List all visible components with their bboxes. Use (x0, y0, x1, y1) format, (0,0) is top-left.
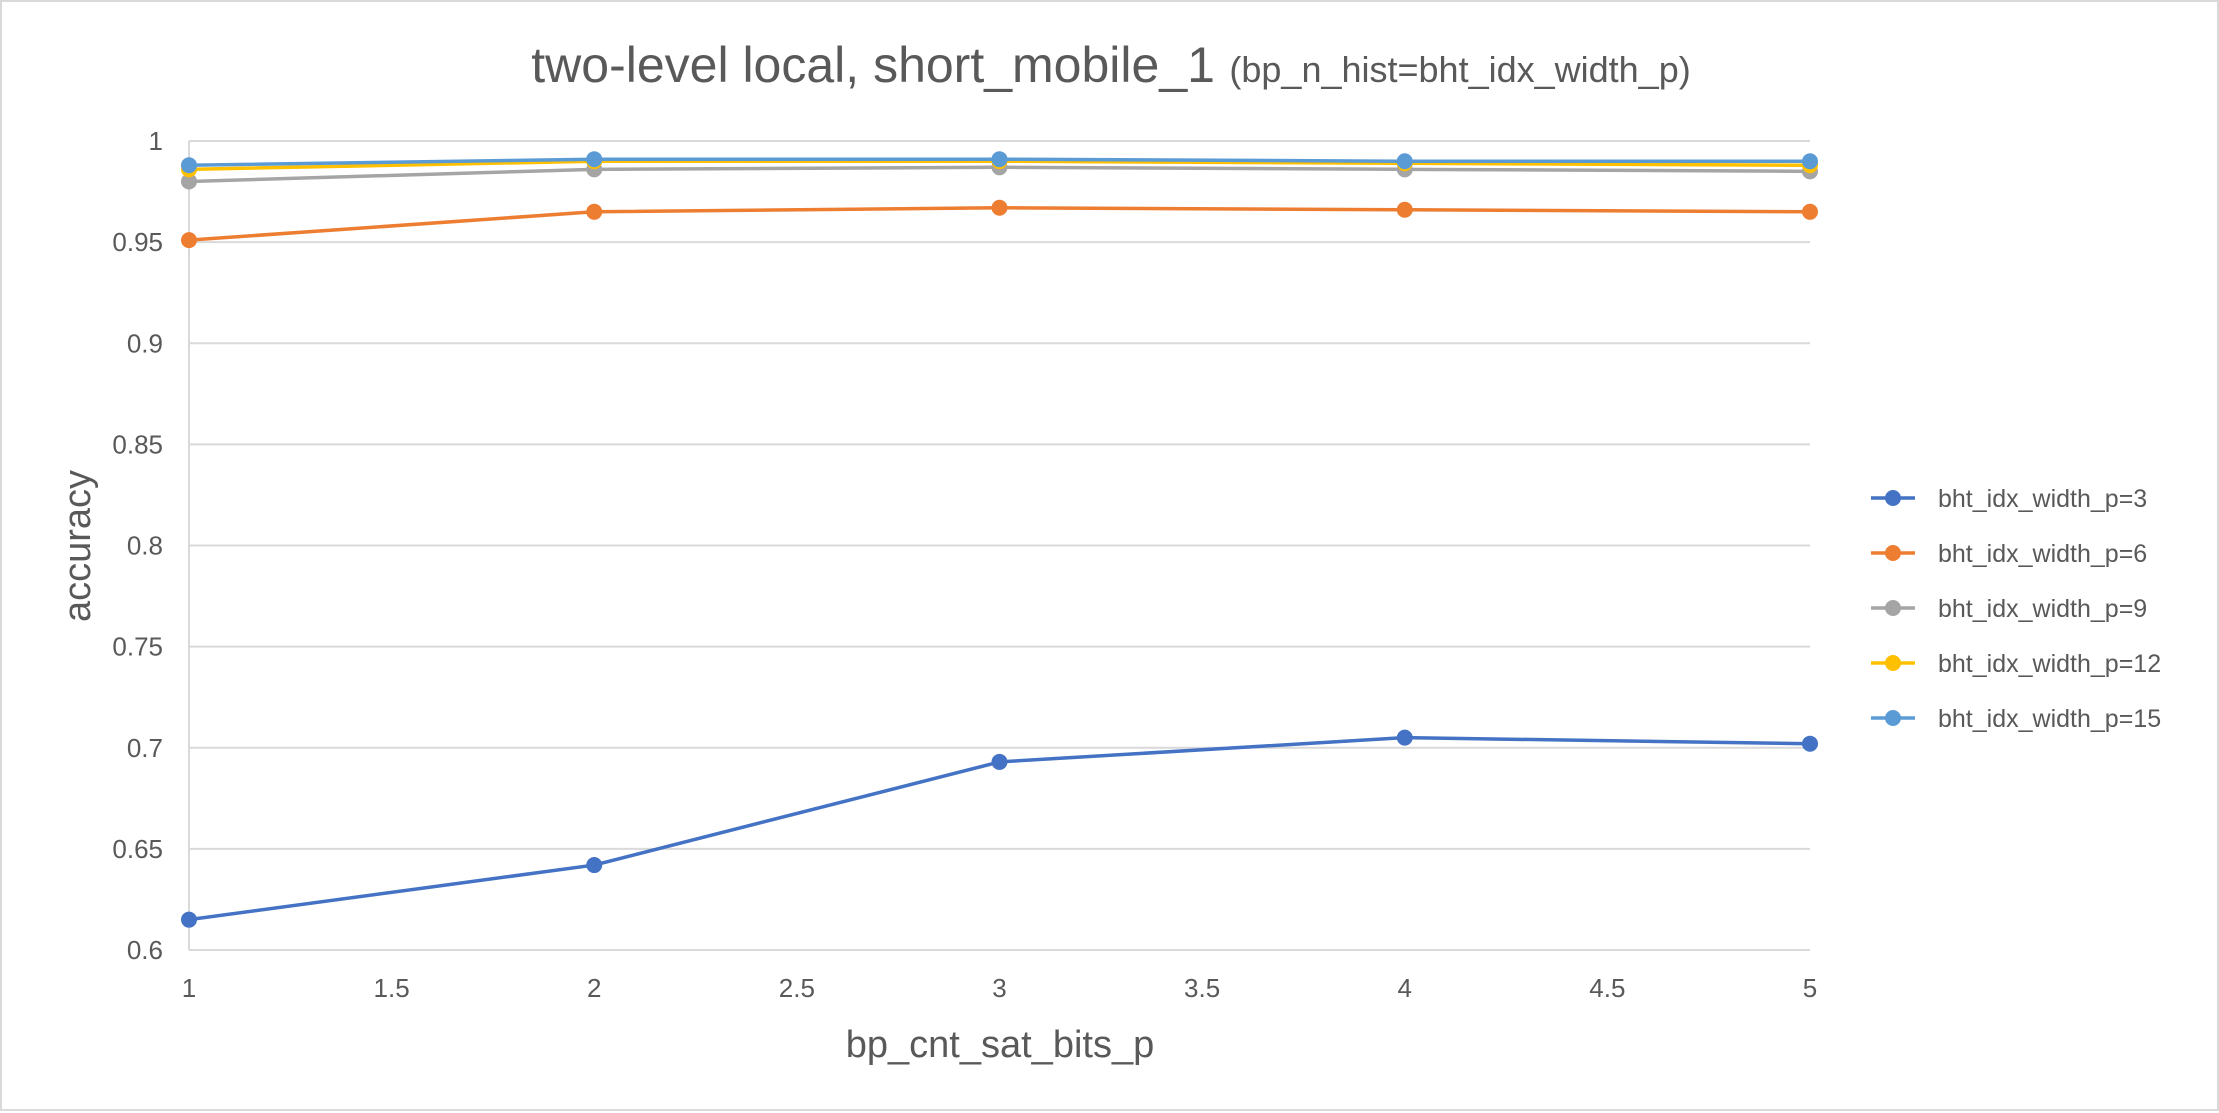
legend-item: bht_idx_width_p=6 (1871, 540, 2147, 568)
data-point (586, 203, 603, 220)
data-point (586, 151, 603, 168)
series-2 (181, 199, 1818, 249)
y-tick-label: 0.95 (112, 227, 163, 257)
chart-title-main: two-level local, short_mobile_1 (531, 37, 1215, 93)
x-axis-ticks: 1 1.5 2 2.5 3 3.5 4 4.5 5 (182, 973, 1817, 1003)
y-axis-ticks: 0.6 0.65 0.7 0.75 0.8 0.85 0.9 0.95 1 (112, 126, 163, 965)
y-tick-label: 0.6 (127, 935, 163, 965)
legend-item: bht_idx_width_p=12 (1871, 650, 2161, 678)
legend-label: bht_idx_width_p=6 (1938, 540, 2147, 568)
legend-label: bht_idx_width_p=12 (1938, 650, 2161, 678)
series-1 (181, 729, 1818, 928)
x-tick-label: 5 (1803, 973, 1817, 1003)
legend-item: bht_idx_width_p=3 (1871, 485, 2147, 513)
data-point (1802, 153, 1818, 170)
data-point (586, 857, 603, 874)
y-tick-label: 0.65 (112, 834, 163, 864)
legend-swatch-marker (1885, 655, 1901, 671)
gridlines (188, 140, 1810, 951)
legend-swatch-marker (1885, 490, 1901, 506)
chart-title: two-level local, short_mobile_1 (bp_n_hi… (531, 37, 1690, 93)
data-point (1802, 203, 1818, 220)
data-point (181, 173, 197, 190)
x-tick-label: 2 (587, 973, 601, 1003)
series-5 (181, 151, 1818, 174)
legend-item: bht_idx_width_p=9 (1871, 595, 2147, 623)
data-point (991, 753, 1008, 770)
series-layer (181, 151, 1818, 928)
y-tick-label: 0.85 (112, 429, 163, 459)
data-point (181, 232, 197, 249)
legend-swatch-marker (1885, 600, 1901, 616)
y-tick-label: 1 (149, 126, 163, 156)
legend: bht_idx_width_p=3 bht_idx_width_p=6 bht_id… (1871, 485, 2161, 733)
data-point (1396, 729, 1413, 746)
data-point (1396, 201, 1413, 218)
x-tick-label: 3.5 (1184, 973, 1220, 1003)
x-tick-label: 1 (182, 973, 196, 1003)
legend-swatch-marker (1885, 545, 1901, 561)
chart-subtitle: (bp_n_hist=bht_idx_width_p) (1229, 49, 1690, 90)
y-tick-label: 0.9 (127, 328, 163, 358)
legend-label: bht_idx_width_p=3 (1938, 485, 2147, 513)
x-tick-label: 2.5 (779, 973, 815, 1003)
x-tick-label: 1.5 (374, 973, 410, 1003)
y-tick-label: 0.8 (127, 531, 163, 561)
legend-swatch-marker (1885, 710, 1901, 726)
data-point (991, 151, 1008, 168)
x-axis-title: bp_cnt_sat_bits_p (846, 1024, 1154, 1066)
data-point (991, 199, 1008, 216)
x-tick-label: 4 (1398, 973, 1412, 1003)
data-point (181, 911, 197, 928)
y-tick-label: 0.75 (112, 632, 163, 662)
x-tick-label: 3 (992, 973, 1006, 1003)
x-tick-label: 4.5 (1589, 973, 1625, 1003)
legend-label: bht_idx_width_p=9 (1938, 595, 2147, 623)
y-axis-title: accuracy (57, 470, 99, 622)
data-point (181, 157, 197, 174)
data-point (1396, 153, 1413, 170)
legend-label: bht_idx_width_p=15 (1938, 705, 2161, 733)
data-point (1802, 735, 1818, 752)
legend-item: bht_idx_width_p=15 (1871, 705, 2161, 733)
y-tick-label: 0.7 (127, 733, 163, 763)
